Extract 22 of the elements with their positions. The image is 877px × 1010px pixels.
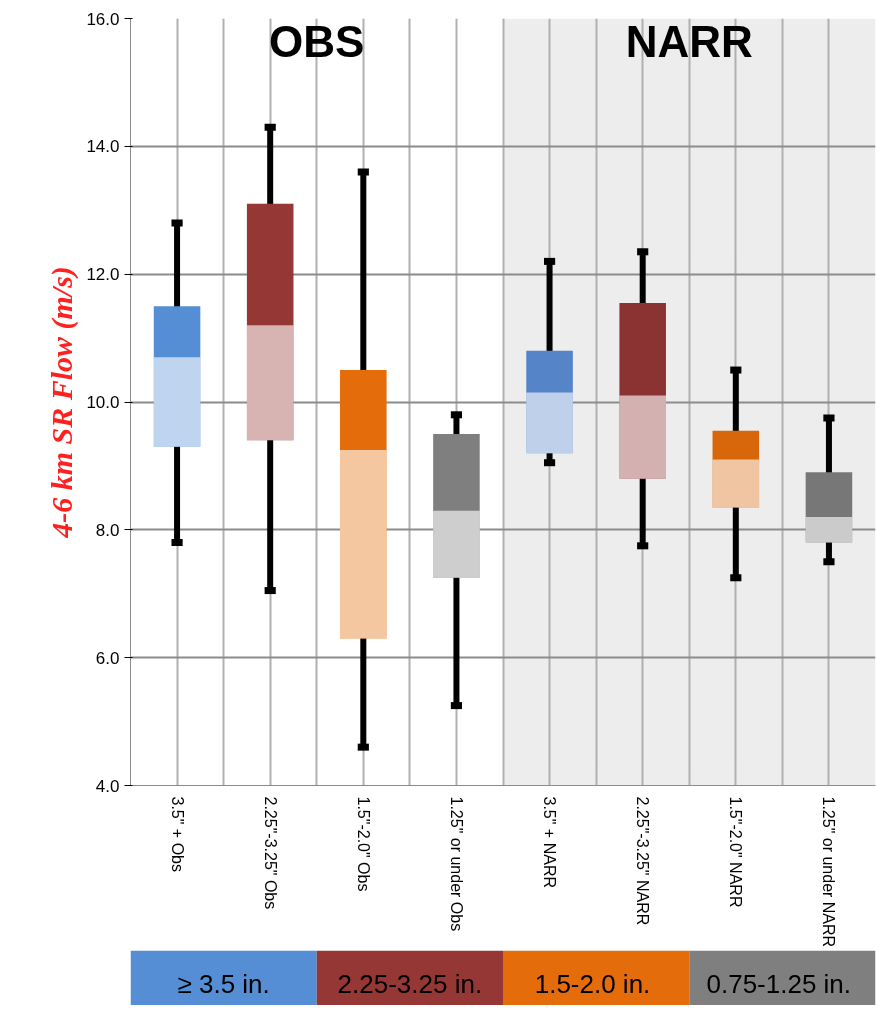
y-tick-label: 14.0: [86, 137, 120, 157]
x-tick-label: 2.25"-3.25" NARR: [634, 796, 652, 926]
text: ≥ 3.5 in.: [177, 968, 270, 999]
y-axis-title: 4-6 km SR Flow (m/s): [45, 266, 80, 539]
text: 2.25-3.25 in.: [337, 968, 483, 999]
y-tick-label: 10.0: [86, 393, 120, 412]
y-tick-label: 4.0: [95, 776, 120, 796]
y-tick-label: 8.0: [95, 520, 120, 540]
annotation: OBS: [269, 16, 365, 66]
x-tick-label: 3.5" + Obs: [168, 796, 186, 872]
y-tick-label: 16.0: [86, 9, 120, 29]
x-tick-label: 2.25"-3.25" Obs: [261, 796, 279, 910]
y-tick-label: 12.0: [86, 265, 120, 285]
x-tick-label: 1.25" or under Obs: [447, 796, 465, 932]
x-tick-label: 1.25" or under NARR: [820, 796, 838, 948]
text: 0.75-1.25 in.: [706, 968, 852, 999]
x-tick-label: 3.5" + NARR: [541, 796, 559, 888]
text: 1.5-2.0 in.: [534, 968, 651, 999]
x-tick-label: 1.5"-2.0" NARR: [727, 796, 745, 908]
x-tick-label: 1.5"-2.0" Obs: [354, 796, 372, 892]
band-label: NARR: [625, 16, 753, 66]
y-tick-label: 6.0: [95, 648, 120, 668]
